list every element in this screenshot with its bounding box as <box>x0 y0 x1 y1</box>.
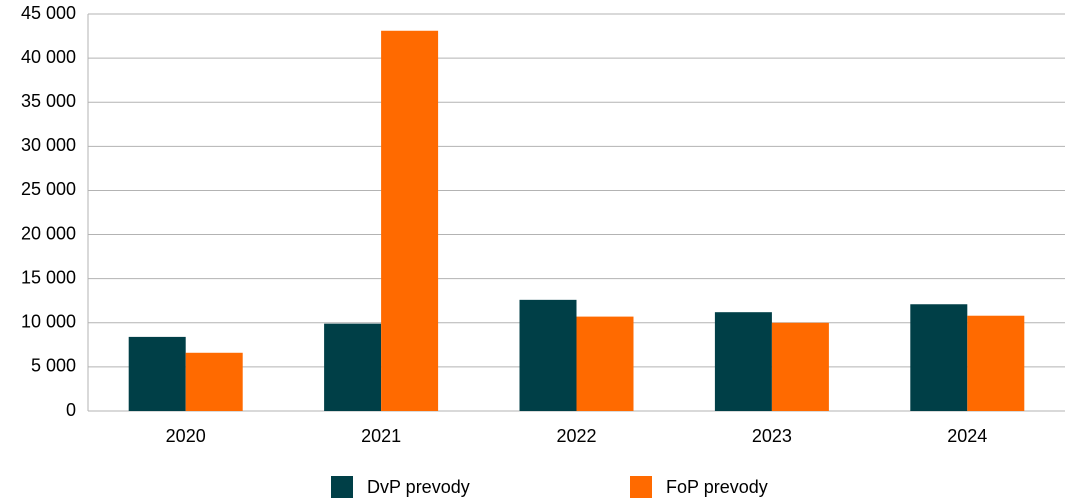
legend-label: DvP prevody <box>367 477 470 497</box>
x-tick-label: 2024 <box>947 426 987 446</box>
bar <box>185 352 243 411</box>
y-tick-label: 35 000 <box>21 91 76 111</box>
x-tick-label: 2023 <box>752 426 792 446</box>
y-tick-label: 25 000 <box>21 179 76 199</box>
legend-swatch <box>331 476 353 498</box>
y-tick-label: 40 000 <box>21 47 76 67</box>
bar <box>910 304 968 411</box>
legend-swatch <box>630 476 652 498</box>
y-tick-label: 5 000 <box>31 356 76 376</box>
bar <box>519 299 577 411</box>
y-tick-label: 45 000 <box>21 3 76 23</box>
legend-label: FoP prevody <box>666 477 768 497</box>
x-tick-label: 2021 <box>361 426 401 446</box>
y-tick-label: 10 000 <box>21 312 76 332</box>
x-tick-label: 2022 <box>556 426 596 446</box>
bar <box>381 30 439 412</box>
y-tick-label: 15 000 <box>21 267 76 287</box>
bar <box>771 322 829 411</box>
bar <box>128 336 186 411</box>
y-tick-label: 0 <box>66 400 76 420</box>
bar <box>324 323 382 411</box>
y-tick-label: 20 000 <box>21 223 76 243</box>
x-tick-label: 2020 <box>166 426 206 446</box>
bar <box>714 312 772 411</box>
y-tick-label: 30 000 <box>21 135 76 155</box>
bar <box>576 316 634 411</box>
bar <box>967 315 1025 411</box>
